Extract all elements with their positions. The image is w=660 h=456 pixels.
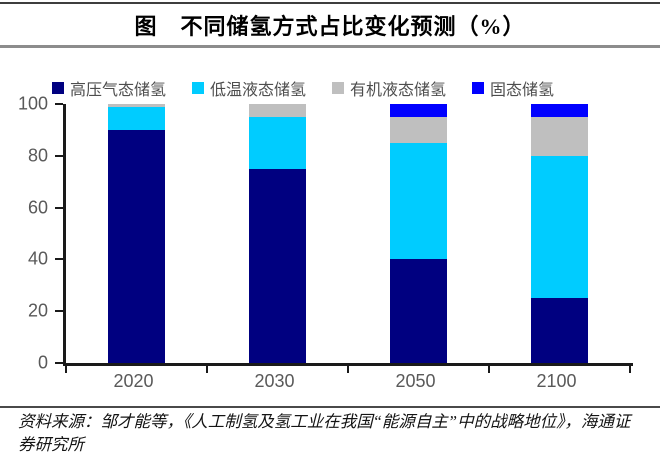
bar-segment xyxy=(108,106,165,130)
legend-item: 低温液态储氢 xyxy=(192,76,306,100)
stacked-bar-2030 xyxy=(249,104,306,363)
legend-item: 高压气态储氢 xyxy=(52,76,166,100)
legend-label: 有机液态储氢 xyxy=(350,82,447,99)
legend-label: 高压气态储氢 xyxy=(70,82,167,99)
y-axis-tick-label: 80 xyxy=(27,145,48,166)
bar-segment xyxy=(390,104,447,117)
top-divider xyxy=(0,2,660,4)
bar-segment xyxy=(531,155,588,299)
x-axis-label: 2030 xyxy=(254,371,295,391)
bar-segment xyxy=(108,129,165,363)
x-axis-label: 2100 xyxy=(536,371,577,391)
legend-label: 固态储氢 xyxy=(490,82,555,99)
y-axis-tick xyxy=(55,258,63,261)
y-axis-tick-label: 40 xyxy=(27,248,48,269)
x-axis-label: 2050 xyxy=(395,371,436,391)
bar-segment xyxy=(531,298,588,363)
y-axis-tick xyxy=(55,310,63,313)
chart-title: 图 不同储氢方式占比变化预测（%） xyxy=(134,14,526,39)
bar-segment xyxy=(390,259,447,363)
bar-segment xyxy=(531,116,588,156)
y-axis-tick-label: 0 xyxy=(37,352,48,373)
y-axis-tick xyxy=(55,103,63,105)
source-divider xyxy=(0,406,660,408)
y-axis-tick xyxy=(55,362,63,364)
bar-segment xyxy=(390,142,447,260)
legend-item: 固态储氢 xyxy=(472,76,554,100)
legend-label: 低温液态储氢 xyxy=(210,82,307,99)
x-axis-tick xyxy=(629,366,631,373)
bar-segment xyxy=(390,116,447,143)
y-axis-tick xyxy=(55,206,63,209)
x-axis-tick xyxy=(488,366,490,373)
title-divider xyxy=(0,45,660,48)
source-text: 资料来源：邹才能等，《人工制氢及氢工业在我国“能源自主”中的战略地位》，海通证券… xyxy=(18,412,631,454)
bar-segment xyxy=(249,168,306,363)
bar-segment xyxy=(108,104,165,107)
y-axis-tick-label: 60 xyxy=(27,197,48,218)
y-axis-tick xyxy=(55,154,63,157)
legend-swatch-icon xyxy=(52,82,64,94)
legend: 高压气态储氢 低温液态储氢 有机液态储氢 固态储氢 xyxy=(52,76,554,100)
bar-segment xyxy=(249,104,306,117)
x-axis-tick xyxy=(347,366,349,373)
x-axis-label: 2020 xyxy=(113,371,154,391)
legend-swatch-icon xyxy=(472,82,485,94)
legend-swatch-icon xyxy=(192,82,205,94)
stacked-bar-2100 xyxy=(531,104,588,363)
stacked-bar-2020 xyxy=(108,104,165,363)
x-axis-tick xyxy=(206,366,208,373)
y-axis-tick-label: 20 xyxy=(27,300,48,321)
bar-segment xyxy=(249,116,306,169)
legend-item: 有机液态储氢 xyxy=(332,76,446,100)
legend-swatch-icon xyxy=(332,82,345,94)
stacked-bar-2050 xyxy=(390,104,447,363)
x-axis-tick xyxy=(65,366,67,373)
bars-layer xyxy=(66,104,633,363)
bar-segment xyxy=(531,104,588,117)
y-axis-tick-label: 100 xyxy=(17,93,48,114)
plot-area: 0 20 40 60 80 100 xyxy=(18,94,633,373)
